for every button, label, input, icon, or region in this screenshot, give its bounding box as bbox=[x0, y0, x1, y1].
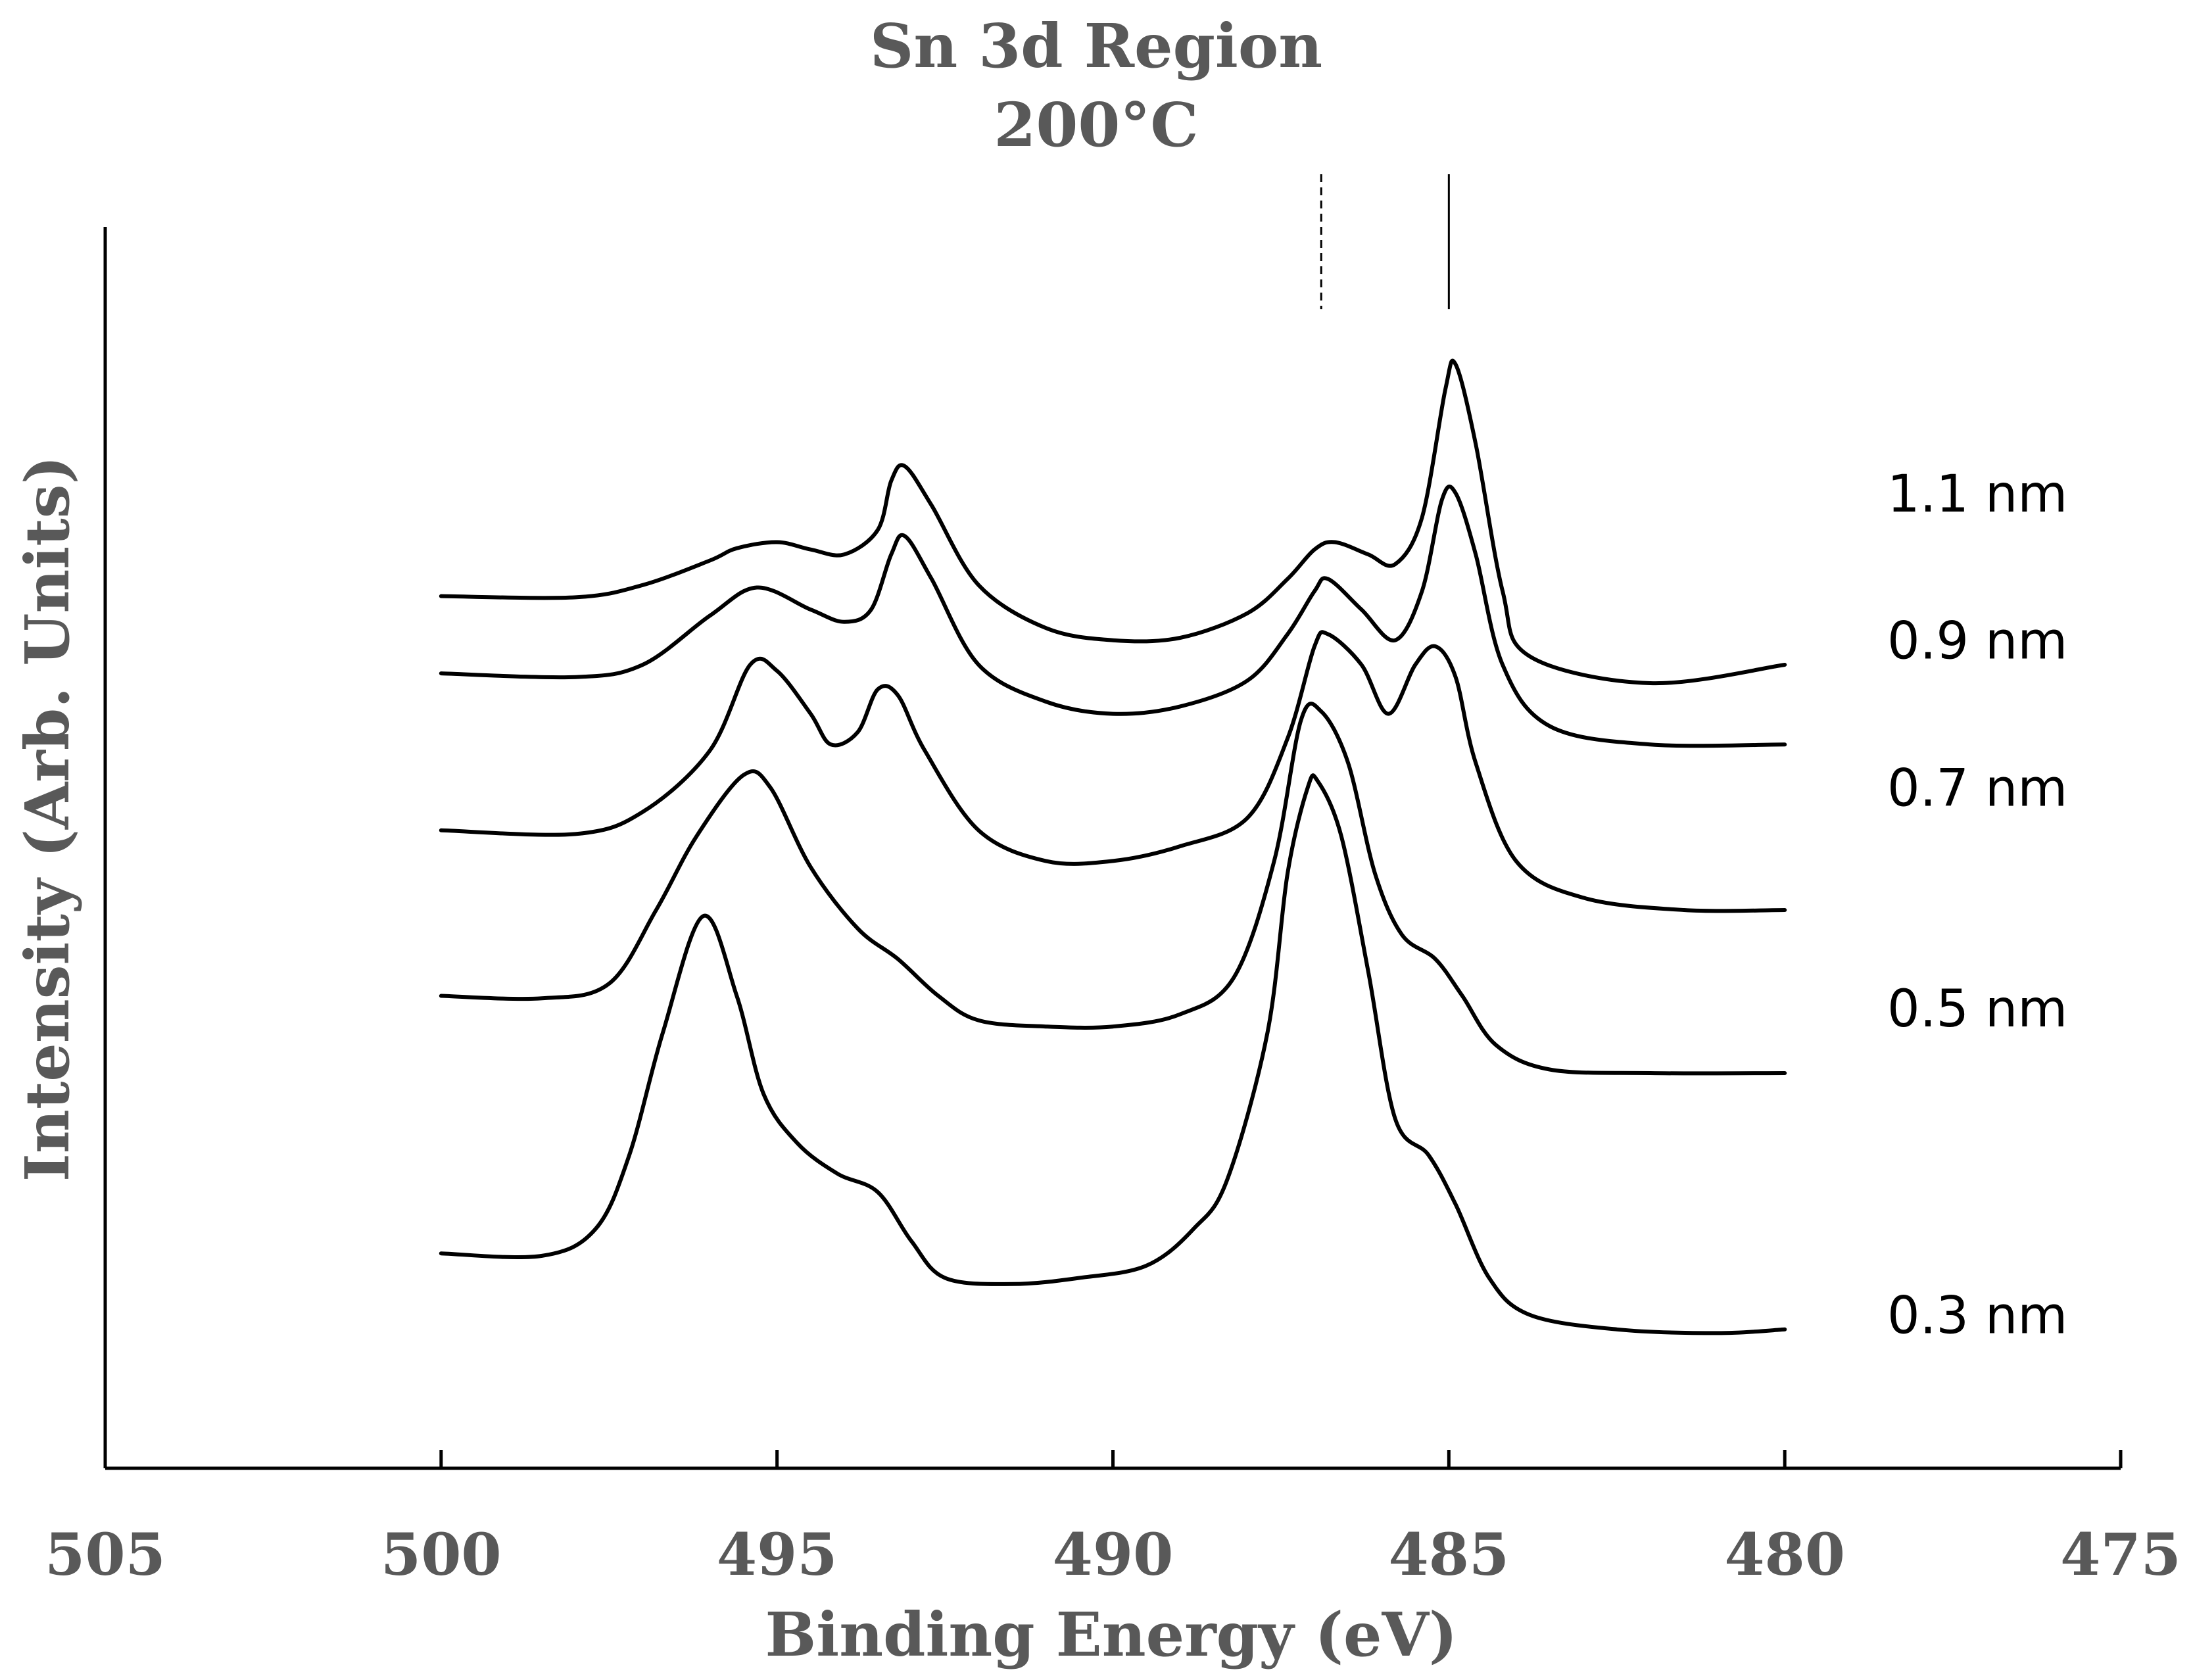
x-axis-ticks bbox=[103, 1450, 2123, 1468]
x-tick-label-505: 505 bbox=[45, 1520, 166, 1589]
x-tick-label-500: 500 bbox=[381, 1520, 502, 1589]
x-tick-label-475: 475 bbox=[2060, 1520, 2181, 1589]
y-axis-title: Intensity (Arb. Units) bbox=[12, 456, 83, 1182]
spectra bbox=[439, 358, 1787, 1335]
chart-subtitle: 200°C bbox=[994, 89, 1198, 160]
series-label-0-3-nm: 0.3 nm bbox=[1887, 1286, 2067, 1345]
series-label-0-9-nm: 0.9 nm bbox=[1887, 612, 2067, 671]
x-tick-label-480: 480 bbox=[1724, 1520, 1845, 1589]
spectrum-0-7-nm bbox=[439, 630, 1787, 913]
spectrum-0-5-nm bbox=[439, 702, 1787, 1076]
series-label-0-7-nm: 0.7 nm bbox=[1887, 759, 2067, 819]
chart-title-group: Sn 3d Region 200°C bbox=[870, 11, 1322, 160]
chart-title: Sn 3d Region bbox=[870, 11, 1322, 82]
spectrum-1-1-nm bbox=[439, 358, 1787, 686]
spectrum-0-9-nm bbox=[439, 484, 1787, 748]
x-tick-label-495: 495 bbox=[717, 1520, 838, 1589]
reference-lines bbox=[1320, 174, 1450, 310]
x-tick-label-490: 490 bbox=[1053, 1520, 1174, 1589]
x-axis-tick-labels: 505 500 495 490 485 480 475 bbox=[45, 1520, 2181, 1589]
x-tick-label-485: 485 bbox=[1388, 1520, 1509, 1589]
series-labels: 1.1 nm 0.9 nm 0.7 nm 0.5 nm 0.3 nm bbox=[1887, 465, 2067, 1346]
series-label-1-1-nm: 1.1 nm bbox=[1887, 465, 2067, 524]
spectrum-0-3-nm bbox=[439, 773, 1787, 1335]
x-axis-title: Binding Energy (eV) bbox=[765, 1599, 1458, 1670]
series-label-0-5-nm: 0.5 nm bbox=[1887, 980, 2067, 1039]
